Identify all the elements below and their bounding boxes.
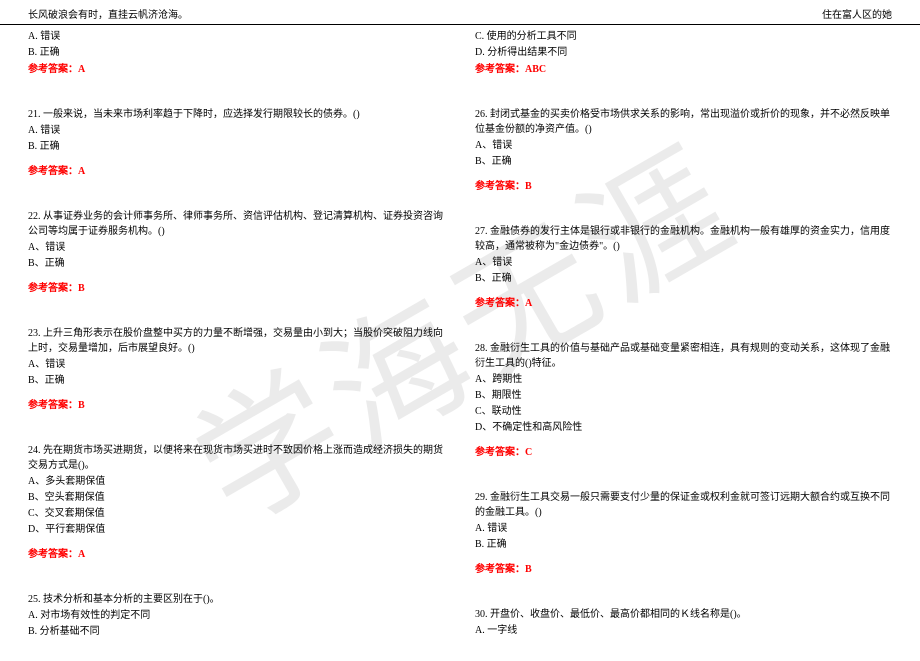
answer: 参考答案：C — [475, 445, 892, 460]
question-text: 28. 金融衍生工具的价值与基础产品或基础变量紧密相连，具有规则的变动关系，这体… — [475, 341, 892, 371]
left-column: A. 错误 B. 正确 参考答案：A 21. 一般来说，当未来市场利率趋于下降时… — [28, 29, 445, 661]
q23: 23. 上升三角形表示在股价盘整中买方的力量不断增强，交易量由小到大；当股价突破… — [28, 326, 445, 413]
answer: 参考答案：A — [475, 296, 892, 311]
option: A、跨期性 — [475, 372, 892, 387]
option: D、平行套期保值 — [28, 522, 445, 537]
option: A. 错误 — [28, 29, 445, 44]
answer: 参考答案：B — [28, 398, 445, 413]
option: C. 使用的分析工具不同 — [475, 29, 892, 44]
q22: 22. 从事证券业务的会计师事务所、律师事务所、资信评估机构、登记清算机构、证券… — [28, 209, 445, 296]
header-right: 住在富人区的她 — [822, 6, 892, 21]
option: B、正确 — [475, 271, 892, 286]
option: A、错误 — [475, 255, 892, 270]
q25: 25. 技术分析和基本分析的主要区别在于()。 A. 对市场有效性的判定不同 B… — [28, 592, 445, 639]
answer-label: 参考答案： — [475, 447, 525, 458]
question-text: 26. 封闭式基金的买卖价格受市场供求关系的影响，常出现溢价或折价的现象，并不必… — [475, 107, 892, 137]
question-text: 24. 先在期货市场买进期货，以便将来在现货市场买进时不致因价格上涨而造成经济损… — [28, 443, 445, 473]
q28: 28. 金融衍生工具的价值与基础产品或基础变量紧密相连，具有规则的变动关系，这体… — [475, 341, 892, 460]
option: A、错误 — [28, 240, 445, 255]
content-area: A. 错误 B. 正确 参考答案：A 21. 一般来说，当未来市场利率趋于下降时… — [0, 25, 920, 661]
answer: 参考答案：B — [475, 179, 892, 194]
option: B、期限性 — [475, 388, 892, 403]
option: A、多头套期保值 — [28, 474, 445, 489]
answer: 参考答案：A — [28, 164, 445, 179]
right-column: C. 使用的分析工具不同 D. 分析得出结果不同 参考答案：ABC 26. 封闭… — [475, 29, 892, 661]
question-text: 25. 技术分析和基本分析的主要区别在于()。 — [28, 592, 445, 607]
question-text: 23. 上升三角形表示在股价盘整中买方的力量不断增强，交易量由小到大；当股价突破… — [28, 326, 445, 356]
option: A. 一字线 — [475, 623, 892, 638]
q21: 21. 一般来说，当未来市场利率趋于下降时，应选择发行期限较长的债券。() A.… — [28, 107, 445, 179]
answer-label: 参考答案： — [28, 400, 78, 411]
answer-label: 参考答案： — [28, 549, 78, 560]
answer-value: ABC — [525, 64, 546, 75]
answer-label: 参考答案： — [475, 298, 525, 309]
option: B. 正确 — [28, 45, 445, 60]
q29: 29. 金融衍生工具交易一般只需要支付少量的保证金或权利金就可签订远期大额合约或… — [475, 490, 892, 577]
header-left: 长风破浪会有时，直挂云帆济沧海。 — [28, 6, 188, 21]
answer: 参考答案：B — [475, 562, 892, 577]
answer: 参考答案：A — [28, 547, 445, 562]
answer-label: 参考答案： — [28, 166, 78, 177]
answer-label: 参考答案： — [28, 64, 78, 75]
option: B、正确 — [28, 256, 445, 271]
option: D、不确定性和高风险性 — [475, 420, 892, 435]
option: C、交叉套期保值 — [28, 506, 445, 521]
question-text: 27. 金融债券的发行主体是银行或非银行的金融机构。金融机构一般有雄厚的资金实力… — [475, 224, 892, 254]
answer: 参考答案：ABC — [475, 62, 892, 77]
q20-continued: A. 错误 B. 正确 参考答案：A — [28, 29, 445, 77]
option: A. 错误 — [475, 521, 892, 536]
answer-value: B — [525, 564, 532, 575]
page-header: 长风破浪会有时，直挂云帆济沧海。 住在富人区的她 — [0, 0, 920, 25]
option: B、空头套期保值 — [28, 490, 445, 505]
option: A. 错误 — [28, 123, 445, 138]
question-text: 22. 从事证券业务的会计师事务所、律师事务所、资信评估机构、登记清算机构、证券… — [28, 209, 445, 239]
q24: 24. 先在期货市场买进期货，以便将来在现货市场买进时不致因价格上涨而造成经济损… — [28, 443, 445, 562]
answer-value: A — [78, 64, 85, 75]
q30: 30. 开盘价、收盘价、最低价、最高价都相同的Ｋ线名称是()。 A. 一字线 — [475, 607, 892, 638]
answer: 参考答案：A — [28, 62, 445, 77]
option: A. 对市场有效性的判定不同 — [28, 608, 445, 623]
answer-label: 参考答案： — [475, 564, 525, 575]
option: B、正确 — [475, 154, 892, 169]
option: B、正确 — [28, 373, 445, 388]
q25-continued: C. 使用的分析工具不同 D. 分析得出结果不同 参考答案：ABC — [475, 29, 892, 77]
answer-value: C — [525, 447, 532, 458]
question-text: 29. 金融衍生工具交易一般只需要支付少量的保证金或权利金就可签订远期大额合约或… — [475, 490, 892, 520]
answer-value: B — [525, 181, 532, 192]
option: B. 正确 — [475, 537, 892, 552]
answer-label: 参考答案： — [475, 181, 525, 192]
q26: 26. 封闭式基金的买卖价格受市场供求关系的影响，常出现溢价或折价的现象，并不必… — [475, 107, 892, 194]
answer-value: A — [78, 549, 85, 560]
question-text: 21. 一般来说，当未来市场利率趋于下降时，应选择发行期限较长的债券。() — [28, 107, 445, 122]
question-text: 30. 开盘价、收盘价、最低价、最高价都相同的Ｋ线名称是()。 — [475, 607, 892, 622]
answer-label: 参考答案： — [475, 64, 525, 75]
option: C、联动性 — [475, 404, 892, 419]
answer: 参考答案：B — [28, 281, 445, 296]
answer-value: B — [78, 400, 85, 411]
answer-value: B — [78, 283, 85, 294]
option: B. 分析基础不同 — [28, 624, 445, 639]
q27: 27. 金融债券的发行主体是银行或非银行的金融机构。金融机构一般有雄厚的资金实力… — [475, 224, 892, 311]
option: A、错误 — [475, 138, 892, 153]
option: A、错误 — [28, 357, 445, 372]
option: B. 正确 — [28, 139, 445, 154]
option: D. 分析得出结果不同 — [475, 45, 892, 60]
answer-label: 参考答案： — [28, 283, 78, 294]
answer-value: A — [78, 166, 85, 177]
answer-value: A — [525, 298, 532, 309]
